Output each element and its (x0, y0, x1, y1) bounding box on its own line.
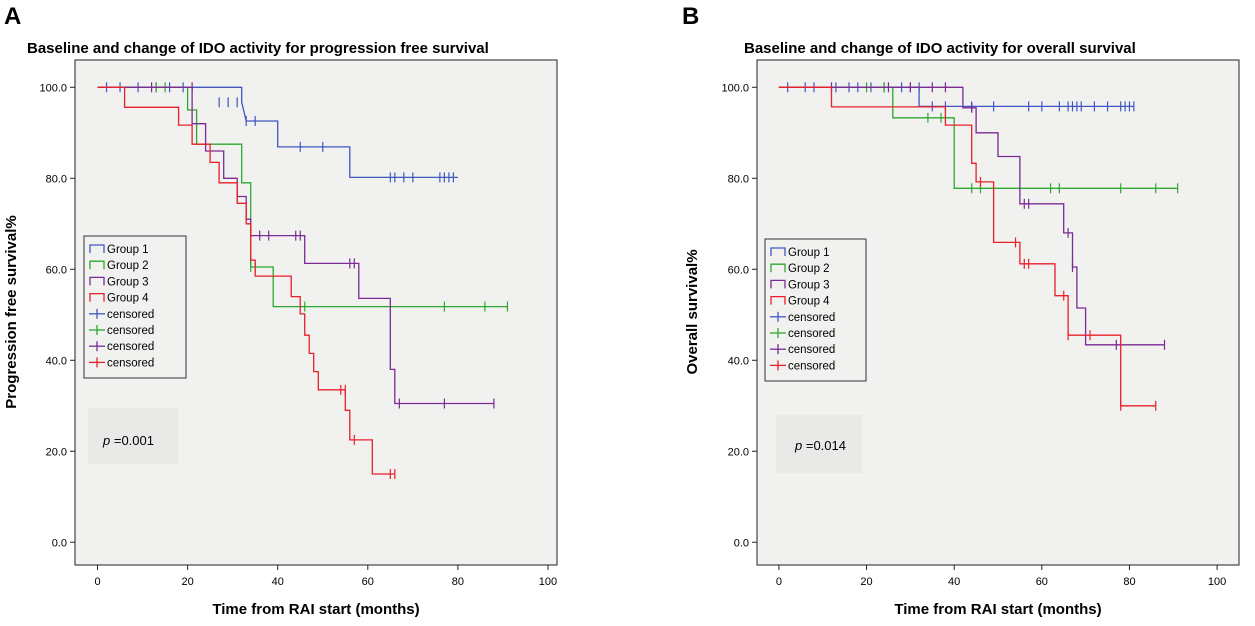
panel-b-legend-box (764, 238, 867, 382)
panel-b-legend-label: censored (788, 328, 835, 340)
panel-b-pvalue-box (776, 415, 862, 473)
panel-a-curve-group-3 (97, 86, 494, 405)
panel-b-y-tick-label: 100.0 (721, 82, 749, 94)
panel-a-legend-label: censored (107, 357, 154, 369)
panel-a-x-tick-label: 80 (452, 576, 464, 588)
panel-a-x-axis-title: Time from RAI start (months) (212, 601, 419, 618)
panel-a-legend-box (83, 235, 187, 379)
panel-a-x-tick-label: 20 (181, 576, 193, 588)
panel-a-legend-line-swatch (89, 292, 105, 302)
panel-b-y-tick-label: 60.0 (728, 264, 749, 276)
panel-b-x-tick-label: 80 (1123, 576, 1135, 588)
panel-b-legend-line-swatch (770, 247, 786, 256)
panel-b-legend-label: censored (788, 360, 835, 372)
panel-a-legend-label: Group 1 (107, 244, 149, 256)
panel-a-legend-line-swatch (89, 244, 105, 253)
panel-b-y-tick-label: 80.0 (728, 173, 749, 185)
panel-a-pvalue-text: p =0.001 (102, 433, 154, 448)
panel-a-curve-group-2 (97, 86, 508, 308)
panel-a-legend-label: Group 3 (107, 276, 149, 288)
panel-b: B Baseline and change of IDO activity fo… (682, 3, 1240, 618)
panel-a-y-tick-label: 0.0 (52, 537, 67, 549)
panel-a-x-tick-label: 100 (539, 576, 557, 588)
panel-b-x-tick-label: 40 (948, 576, 960, 588)
panel-b-legend-label: Group 4 (788, 296, 830, 308)
panel-b-x-tick-label: 20 (860, 576, 872, 588)
panel-b-x-axis-title: Time from RAI start (months) (894, 601, 1101, 618)
panel-b-title: Baseline and change of IDO activity for … (744, 40, 1136, 57)
panel-b-legend-label: Group 1 (788, 247, 830, 259)
panel-b-legend-line-swatch (770, 279, 786, 289)
panel-a-curve-group-1 (97, 86, 458, 179)
panel-a-legend-label: Group 4 (107, 293, 149, 305)
panel-a-y-tick-label: 40.0 (46, 355, 67, 367)
panel-b-x-tick-label: 0 (776, 576, 782, 588)
panel-b-series (778, 82, 1179, 411)
panel-a-legend-label: censored (107, 309, 154, 321)
panel-a-letter: A (4, 3, 21, 30)
panel-b-legend-label: Group 2 (788, 263, 830, 275)
panel-a-y-tick-label: 100.0 (39, 82, 67, 94)
panel-a-x-tick-label: 0 (94, 576, 100, 588)
panel-b-pvalue-text: p =0.014 (794, 438, 846, 453)
panel-b-x-tick-label: 60 (1036, 576, 1048, 588)
panel-a-title: Baseline and change of IDO activity for … (27, 40, 489, 57)
panel-b-y-axis-title: Overall survival% (684, 249, 701, 374)
panel-b-legend-label: censored (788, 312, 835, 324)
panel-a-y-tick-label: 20.0 (46, 446, 67, 458)
panel-a-x-tick-label: 40 (272, 576, 284, 588)
panel-a-legend-label: Group 2 (107, 260, 149, 272)
panel-a-x-tick-label: 60 (362, 576, 374, 588)
panel-b-legend: Group 1 Group 2 Group 3 Group 4 censored cens… (764, 238, 867, 382)
panel-a-legend: Group 1 Group 2 Group 3 Group 4 censored cens… (83, 235, 187, 379)
panel-a-pvalue: p =0.001 (88, 408, 178, 464)
panel-a-y-axis-title: Progression free survival% (3, 215, 20, 408)
panel-a-legend-line-swatch (89, 260, 105, 270)
panel-b-legend-label: censored (788, 344, 835, 356)
panel-b-letter: B (682, 3, 699, 30)
panel-a-legend-line-swatch (89, 276, 105, 286)
panel-b-y-tick-label: 20.0 (728, 446, 749, 458)
panel-a-legend-label: censored (107, 325, 154, 337)
panel-b-legend-line-swatch (770, 263, 786, 273)
panel-b-axis-ticks: 0 20 40 60 80 100 0.0 20.0 40.0 60.0 80.0 100.0 (721, 82, 1226, 588)
panel-a-y-tick-label: 60.0 (46, 264, 67, 276)
panel-a: A Baseline and change of IDO activity fo… (3, 3, 558, 618)
panel-a-legend-label: censored (107, 341, 154, 353)
panel-b-y-tick-label: 0.0 (734, 537, 749, 549)
panel-b-legend-label: Group 3 (788, 279, 830, 291)
panel-a-y-tick-label: 80.0 (46, 173, 67, 185)
panel-b-legend-line-swatch (770, 295, 786, 305)
panel-a-series (97, 82, 509, 480)
panel-b-x-tick-label: 100 (1208, 576, 1226, 588)
panel-a-pvalue-box (88, 408, 178, 464)
panel-b-curve-group-4 (778, 86, 1156, 407)
panel-a-axis-ticks: 0 20 40 60 80 100 0.0 20.0 40.0 60.0 80.0 100.0 (39, 82, 557, 588)
panel-b-pvalue: p =0.014 (776, 415, 862, 473)
panel-b-y-tick-label: 40.0 (728, 355, 749, 367)
panel-b-curve-group-3 (778, 86, 1165, 346)
